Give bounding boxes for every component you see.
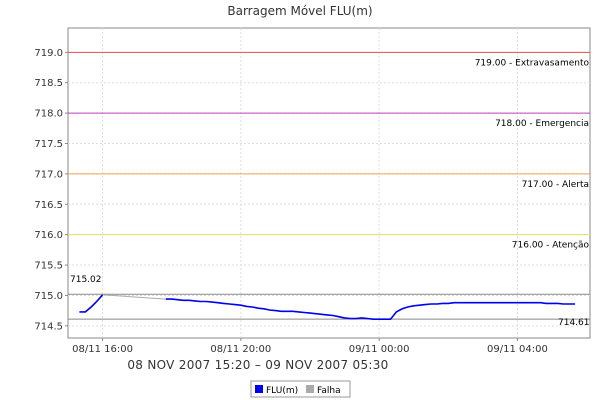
reference-line-label: 719.00 - Extravasamento xyxy=(475,58,590,68)
legend-label-flu: FLU(m) xyxy=(266,386,298,396)
legend-swatch-flu xyxy=(255,385,263,393)
y-tick-label: 715.5 xyxy=(34,261,63,272)
x-tick-label: 08/11 16:00 xyxy=(72,344,133,355)
plot-area xyxy=(67,27,591,339)
y-tick-label: 716.0 xyxy=(34,230,63,241)
min-annotation: 714.61 xyxy=(558,318,590,328)
reference-line-label: 717.00 - Alerta xyxy=(522,180,589,190)
x-tick-label: 08/11 20:00 xyxy=(210,344,271,355)
y-tick-label: 718.5 xyxy=(34,78,63,89)
reference-line-label: 716.00 - Atenção xyxy=(512,241,590,251)
reference-lines: 719.00 - Extravasamento 718.00 - Emergenc… xyxy=(68,51,590,320)
legend: FLU(m) Falha xyxy=(250,380,351,398)
chart-title: Barragem Móvel FLU(m) xyxy=(227,4,372,18)
y-tick-label: 716.5 xyxy=(34,200,63,211)
y-tick-label: 718.0 xyxy=(34,109,63,120)
series-line-falha xyxy=(102,294,166,300)
y-tick-label: 717.0 xyxy=(34,169,63,180)
y-tick-label: 717.5 xyxy=(34,139,63,150)
reference-line-label: 718.00 - Emergencia xyxy=(495,119,589,129)
legend-box xyxy=(250,380,351,398)
x-axis: 08/11 16:00 08/11 20:00 09/11 00:00 09/11 0… xyxy=(72,338,548,355)
max-annotation: 715.02 xyxy=(70,275,102,285)
y-tick-label: 715.0 xyxy=(34,291,63,302)
legend-swatch-falha xyxy=(306,385,314,393)
x-tick-label: 09/11 00:00 xyxy=(349,344,410,355)
y-tick-label: 719.0 xyxy=(34,48,63,59)
x-tick-label: 09/11 04:00 xyxy=(487,344,548,355)
series-layer xyxy=(79,294,576,321)
chart-subtitle: 08 NOV 2007 15:20 – 09 NOV 2007 05:30 xyxy=(127,358,388,372)
y-axis: 714.5 715.0 715.5 716.0 716.5 717.0 717.5 718.0… xyxy=(34,48,68,332)
y-tick-label: 714.5 xyxy=(34,321,63,332)
legend-label-falha: Falha xyxy=(317,386,341,396)
series-line-flu xyxy=(79,294,104,313)
series-line-flu xyxy=(165,298,576,321)
